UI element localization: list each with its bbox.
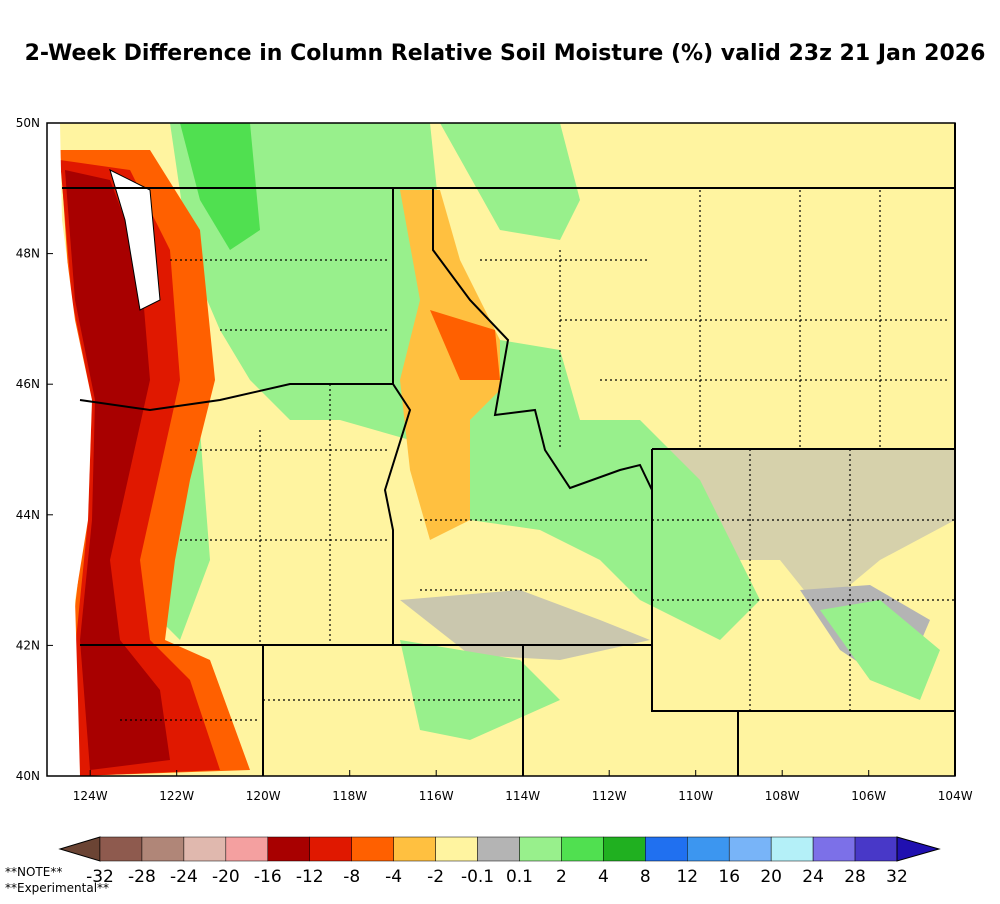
colorbar-box <box>854 836 898 862</box>
colorbar-box <box>183 836 227 862</box>
colorbar-label: 12 <box>676 867 698 887</box>
colorbar-low <box>58 836 101 862</box>
y-tick-label: 50N <box>16 116 40 130</box>
colorbar-label: -16 <box>254 867 282 887</box>
colorbar-box <box>99 836 143 862</box>
colorbar-label: 16 <box>718 867 740 887</box>
orange-region <box>430 310 500 380</box>
y-tick-label: 48N <box>16 247 40 261</box>
x-tick-label: 112W <box>592 789 627 803</box>
colorbar-box <box>225 836 269 862</box>
x-tick-label: 120W <box>246 789 281 803</box>
colorbar-label: 4 <box>598 867 609 887</box>
x-tick-label: 116W <box>419 789 454 803</box>
note: **Experimental** <box>5 881 109 895</box>
colorbar-label: 0.1 <box>506 867 533 887</box>
puget-sound <box>109 169 161 311</box>
colorbar-box <box>561 836 604 862</box>
colorbar-high <box>896 836 941 862</box>
y-tick-label: 42N <box>16 638 40 652</box>
colorbar-label: 2 <box>556 867 567 887</box>
axis-ticks: 124W 122W 120W 118W 116W 114W 112W 110W 108W 106W… <box>16 116 973 803</box>
dark-red-region <box>65 170 170 770</box>
green-region <box>400 640 560 740</box>
x-tick-label: 106W <box>851 789 886 803</box>
colorbar-label: 20 <box>760 867 782 887</box>
colorbar-label: 24 <box>802 867 824 887</box>
x-tick-label: 108W <box>765 789 800 803</box>
x-tick-label: 118W <box>332 789 367 803</box>
ocean <box>47 123 92 776</box>
colorbar-label: 28 <box>844 867 866 887</box>
colorbar-label: -28 <box>128 867 156 887</box>
colorbar-label: -24 <box>170 867 198 887</box>
colorbar-box <box>603 836 646 862</box>
county-borders <box>120 190 955 721</box>
colorbar-label: 8 <box>640 867 651 887</box>
colorbar-label: -0.1 <box>461 867 494 887</box>
y-tick-label: 46N <box>16 377 40 391</box>
x-tick-label: 110W <box>678 789 713 803</box>
colorbar-box <box>309 836 352 862</box>
green-region <box>180 123 260 250</box>
colorbar-label: -32 <box>86 867 114 887</box>
orange-region <box>400 190 500 540</box>
colorbar-box <box>645 836 688 862</box>
colorbar-box <box>477 836 520 862</box>
y-tick-label: 44N <box>16 508 40 522</box>
map-frame <box>46 122 956 777</box>
colorbar-label: -2 <box>427 867 444 887</box>
x-tick-label: 124W <box>73 789 108 803</box>
y-tick-label: 40N <box>16 769 40 783</box>
map <box>46 122 956 777</box>
colorbar-box <box>728 836 772 862</box>
gray-region <box>652 449 955 610</box>
colorbar-label: -12 <box>296 867 324 887</box>
colorbar-box <box>267 836 310 862</box>
colorbar-box <box>393 836 436 862</box>
colorbar-box <box>812 836 856 862</box>
colorbar-box <box>687 836 730 862</box>
gray-region <box>400 590 650 660</box>
x-tick-label: 122W <box>159 789 194 803</box>
colorbar-box <box>435 836 478 862</box>
colorbar-label: 32 <box>886 867 908 887</box>
title: 2-Week Difference in Column Relative Soi… <box>25 41 986 66</box>
colorbar-box <box>351 836 394 862</box>
colorbar-box <box>519 836 562 862</box>
colorbar-label: -8 <box>343 867 360 887</box>
note: **NOTE** <box>5 865 62 879</box>
colorbar-box <box>770 836 814 862</box>
colorbar-label: -20 <box>212 867 240 887</box>
x-tick-label: 114W <box>505 789 540 803</box>
x-tick-label: 104W <box>938 789 973 803</box>
colorbar-box <box>141 836 185 862</box>
colorbar-label: -4 <box>385 867 402 887</box>
green-region <box>440 123 580 240</box>
colorbar: -32 -28 -24 -20 -16 -12 -8 -4 -2 -0.1 0.1 2 4 8 12 16 20… <box>58 836 941 887</box>
